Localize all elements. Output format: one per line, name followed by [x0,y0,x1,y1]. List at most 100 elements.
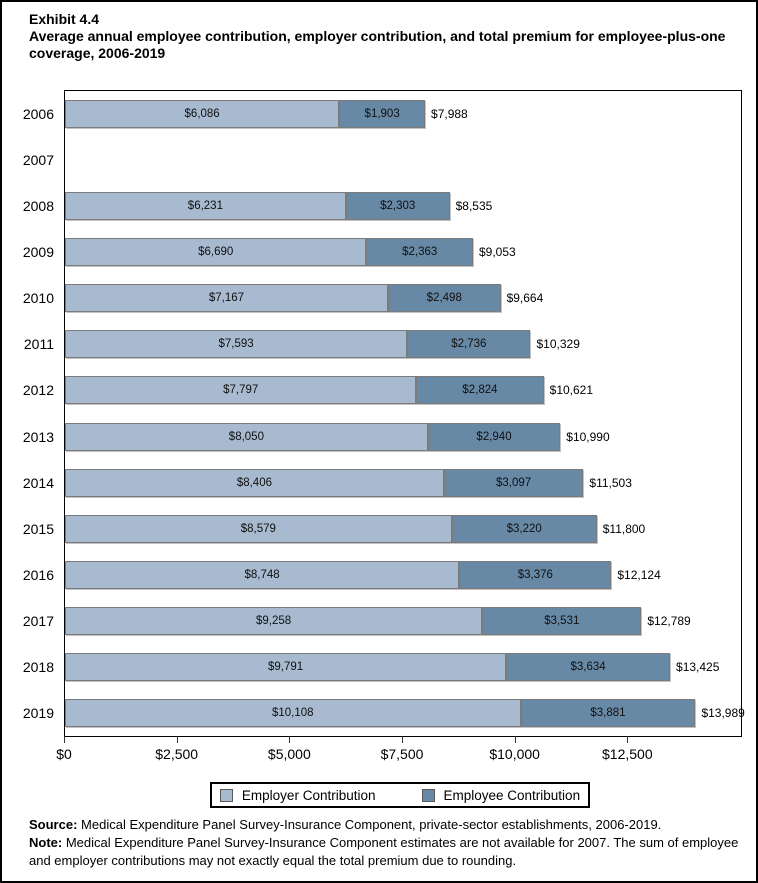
bar-value-label: $6,231 [187,200,223,213]
bar-value-label: $2,736 [451,338,487,351]
bar-total-label: $10,329 [536,337,580,352]
bar-value-label: $2,498 [426,292,462,305]
y-axis-label: 2011 [23,336,54,353]
bar-value-label: $3,097 [496,476,532,489]
bar-total-label: $12,124 [617,567,661,582]
x-tick-mark [64,736,65,743]
chart-row: 2016 $8,748 $3,376 $12,124 [23,552,741,598]
bar-segment-employee: $1,903 [339,100,426,129]
bar-segment-employer: $9,791 [65,652,507,681]
bar-segment-employer: $6,690 [65,238,367,267]
y-axis-label: 2006 [22,106,54,122]
x-tick-label: $12,500 [602,746,653,762]
bar-total-label: $13,989 [701,705,745,720]
bar-segment-employer: $8,579 [65,514,452,543]
bar-segment-employee: $2,824 [416,376,544,405]
bar-segment-employer: $7,797 [65,376,417,405]
x-tick-label: $7,500 [380,746,424,762]
legend-label-employer: Employer Contribution [241,787,376,803]
x-tick-label: $2,500 [155,746,199,762]
y-axis-label: 2007 [22,152,54,169]
chart-row: 2018 $9,791 $3,634 $13,425 [23,644,741,690]
bar-segment-employer: $6,086 [65,100,340,129]
bar-segment-employee: $3,634 [506,652,670,681]
bar-value-label: $6,690 [198,246,234,259]
exhibit-number: Exhibit 4.4 [29,11,100,27]
chart-row: 2015 $8,579 $3,220 $11,800 [23,506,741,552]
legend-label-employee: Employee Contribution [443,787,581,803]
bar-total-label: $10,990 [566,429,610,444]
y-axis-label: 2019 [22,704,54,721]
x-tick-mark [176,736,178,743]
x-tick-label: $0 [56,746,72,762]
employee-swatch-icon [421,788,435,802]
chart-row: 2019 $10,108 $3,881 $13,989 [23,690,745,736]
bar-total-label: $12,789 [647,613,691,628]
bar-value-label: $8,579 [240,522,276,535]
chart-row: 2006 $6,086 $1,903 $7,988 [23,91,741,137]
bar-value-label: $7,797 [223,384,259,397]
legend-item-employee: Employee Contribution [421,787,581,803]
bar-segment-employer: $8,748 [65,560,460,589]
y-axis-label: 2017 [22,612,54,629]
bar-value-label: $1,903 [364,108,400,121]
chart-row: 2009 $6,690 $2,363 $9,053 [23,229,741,275]
chart-row: 2008 $6,231 $2,303 $8,535 [23,183,741,229]
bar-total-label: $11,503 [589,475,632,490]
bar-segment-employee: $2,303 [345,192,450,221]
bar-segment-employer: $8,406 [65,468,444,497]
x-tick-mark [289,736,291,743]
bar-value-label: $10,108 [271,706,314,719]
y-axis-label: 2008 [22,198,54,215]
x-tick-mark [627,736,629,743]
bar-segment-employee: $2,736 [407,330,531,359]
bar-value-label: $7,167 [208,292,245,305]
y-axis-label: 2013 [22,428,54,445]
source-text: Medical Expenditure Panel Survey-Insuran… [81,817,662,832]
bar-segment-employee: $2,363 [366,238,473,267]
bar-segment-employee: $2,498 [387,284,501,313]
bar-value-label: $8,406 [236,476,272,489]
source-label: Source: [29,817,78,832]
bar-total-label: $9,053 [478,245,516,260]
bar-total-label: $10,621 [549,383,594,398]
chart-row: 2013 $8,050 $2,940 $10,990 [23,414,741,460]
method-note: Note: Medical Expenditure Panel Survey-I… [29,834,741,870]
footnotes: Source: Medical Expenditure Panel Survey… [29,816,741,870]
y-axis-label: 2010 [22,290,54,307]
bar-value-label: $8,748 [244,568,280,581]
bar-total-label: $8,535 [455,199,493,214]
bar-value-label: $3,531 [544,614,580,627]
title-block: Exhibit 4.4 Average annual employee cont… [29,11,734,62]
bar-total-label: $7,988 [431,107,468,121]
y-axis-label: 2015 [22,520,54,537]
bar-value-label: $2,940 [476,430,512,443]
bar-value-label: $9,791 [268,660,304,673]
source-note: Source: Medical Expenditure Panel Survey… [29,816,741,834]
chart-row: 2012 $7,797 $2,824 $10,621 [23,367,741,413]
bar-value-label: $3,376 [517,568,553,581]
bar-segment-employer: $7,167 [65,284,388,313]
chart-title: Average annual employee contribution, em… [29,28,726,61]
bar-segment-employer: $6,231 [65,192,346,221]
x-tick-label: $10,000 [489,746,540,762]
bar-segment-employee: $2,940 [427,422,561,451]
bar-value-label: $3,881 [590,706,626,719]
bar-segment-employer: $7,593 [65,330,408,359]
chart-row: 2014 $8,406 $3,097 $11,503 [23,460,741,506]
plot-area: 2006 $6,086 $1,903 $7,988 2007 2008 $6,231 $2,3… [23,90,745,737]
bar-segment-employee: $3,531 [482,606,642,635]
bar-segment-employer: $10,108 [65,698,521,727]
chart-legend: Employer Contribution Employee Contribut… [210,782,590,808]
y-axis-label: 2012 [22,382,54,399]
chart-row: 2017 $9,258 $3,531 $12,789 [23,598,741,644]
y-axis-label: 2009 [22,244,54,261]
note-label: Note: [29,835,63,850]
bar-segment-employer: $9,258 [65,606,483,635]
y-axis-label: 2016 [22,566,54,583]
bar-total-label: $9,664 [506,291,544,306]
x-tick-label: $5,000 [267,746,311,762]
bar-segment-employee: $3,376 [459,560,612,589]
bar-total-label: $13,425 [676,659,720,674]
